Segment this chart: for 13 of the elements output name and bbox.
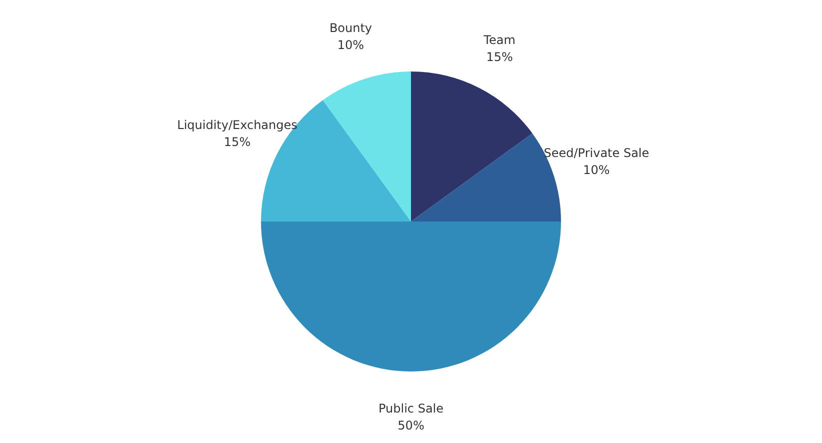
pie-slice: [322, 72, 411, 222]
pie-slice: [261, 222, 561, 372]
data-label: 15%: [224, 134, 251, 149]
data-label: 10%: [337, 38, 364, 52]
data-label: 50%: [398, 418, 424, 432]
slice-label: Public Sale: [378, 402, 444, 416]
slice-label: Seed/Private Sale: [544, 146, 650, 160]
slice-label: Team: [482, 32, 516, 47]
data-label: 15%: [486, 50, 513, 64]
slice-label: Liquidity/Exchanges: [177, 118, 298, 132]
slice-label: Bounty: [329, 21, 372, 36]
pie-slice: [411, 72, 532, 222]
data-label: 10%: [583, 163, 610, 178]
